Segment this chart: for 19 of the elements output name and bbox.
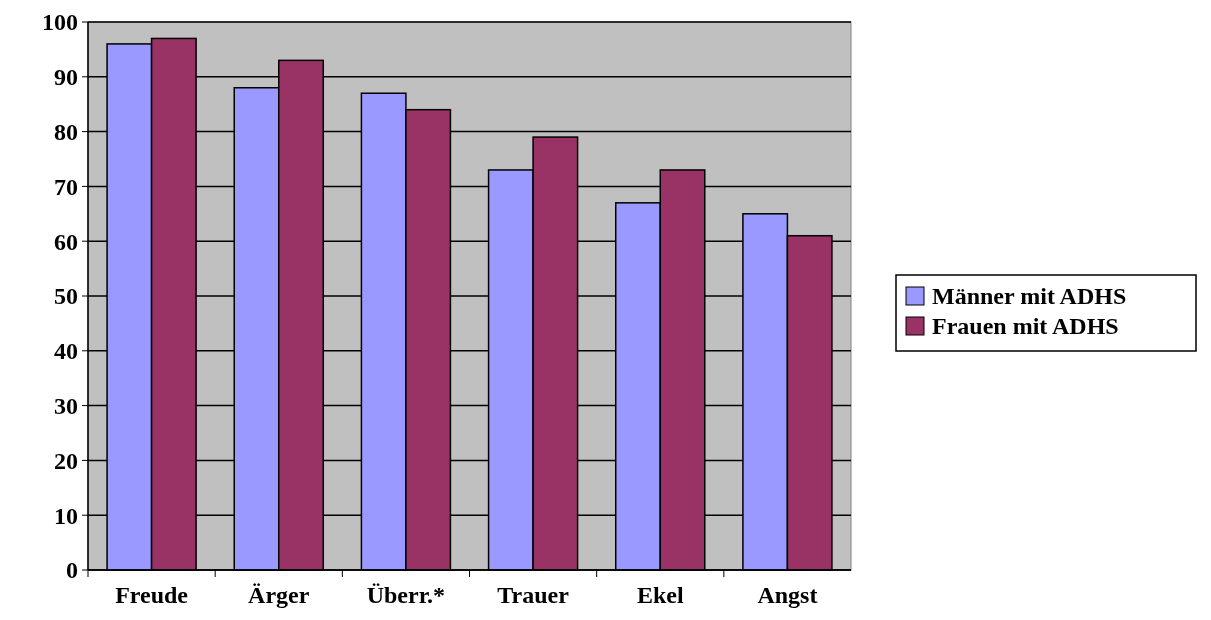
x-tick-label: Überr.*	[366, 582, 446, 608]
y-tick-label: 60	[54, 228, 78, 255]
x-tick-label: Freude	[115, 582, 189, 608]
legend-label: Männer mit ADHS	[932, 283, 1127, 310]
y-tick-label: 80	[54, 119, 78, 145]
x-tick-label: Trauer	[497, 582, 570, 608]
x-tick-label: Angst	[757, 582, 818, 608]
y-tick-label: 100	[42, 9, 78, 36]
y-tick-label: 30	[54, 393, 78, 419]
x-tick-label: Ärger	[248, 582, 310, 608]
y-tick-label: 50	[54, 283, 78, 310]
y-tick-label: 40	[54, 338, 78, 365]
y-tick-label: 20	[54, 447, 78, 474]
y-tick-label: 0	[66, 557, 78, 584]
legend-label: Frauen mit ADHS	[932, 313, 1119, 340]
x-tick-label: Ekel	[636, 582, 684, 608]
y-tick-label: 10	[54, 502, 78, 529]
y-tick-label: 90	[54, 64, 78, 91]
y-tick-label: 70	[54, 173, 78, 200]
